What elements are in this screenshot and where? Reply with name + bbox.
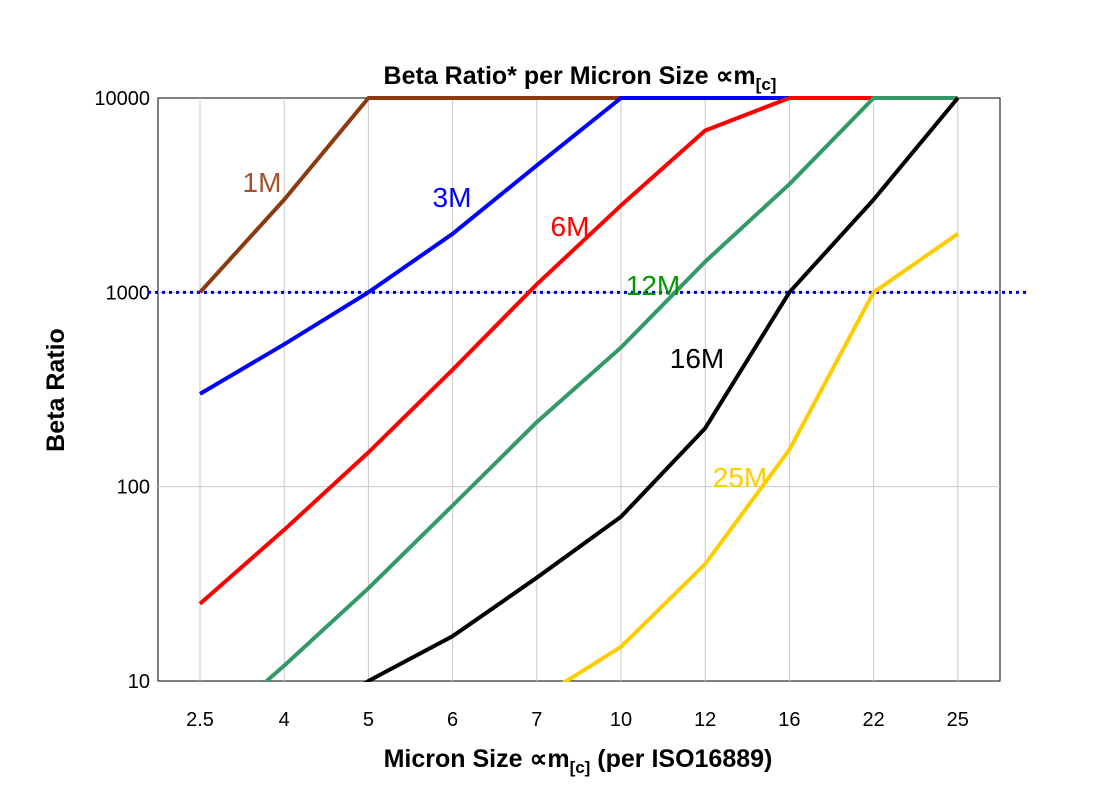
x-tick-label: 25	[947, 709, 969, 731]
series-labels: 1M 3M 6M 12M 16M 25M	[243, 167, 768, 493]
series-label-25M: 25M	[713, 462, 767, 493]
x-tick-label: 5	[363, 709, 374, 731]
x-tick-label: 4	[279, 709, 290, 731]
series-line-16M	[363, 96, 960, 682]
plot-area	[157, 97, 1001, 682]
series-label-1M: 1M	[243, 167, 282, 198]
y-tick-label: 1000	[106, 282, 151, 304]
y-tick-label: 100	[117, 477, 150, 499]
x-tick-label: 10	[610, 709, 632, 731]
x-axis-label: Micron Size ∝m[c] (per ISO16889)	[384, 745, 773, 777]
series-line-25M	[561, 232, 959, 682]
series-lines	[198, 96, 960, 682]
series-line-1M	[198, 96, 621, 294]
series-label-3M: 3M	[433, 182, 472, 213]
y-axis-ticks: 10 100 1000 10000	[94, 88, 150, 693]
x-tick-label: 22	[862, 709, 884, 731]
series-line-3M	[198, 96, 874, 396]
series-line-6M	[198, 96, 874, 606]
y-axis-label: Beta Ratio	[42, 328, 70, 452]
x-tick-label: 12	[694, 709, 716, 731]
x-tick-label: 2.5	[186, 709, 214, 731]
y-tick-label: 10000	[94, 88, 150, 110]
series-label-16M: 16M	[670, 343, 724, 374]
series-label-6M: 6M	[551, 211, 590, 242]
x-tick-label: 7	[531, 709, 542, 731]
series-line-12M	[262, 96, 958, 682]
gridlines	[158, 98, 1000, 681]
x-axis-ticks: 2.5 4 5 6 7 10 12 16 22 25	[186, 709, 969, 731]
x-tick-label: 16	[778, 709, 800, 731]
y-tick-label: 10	[128, 671, 150, 693]
chart-title: Beta Ratio* per Micron Size ∝m[c]	[384, 62, 777, 94]
series-label-12M: 12M	[626, 270, 680, 301]
x-tick-label: 6	[447, 709, 458, 731]
